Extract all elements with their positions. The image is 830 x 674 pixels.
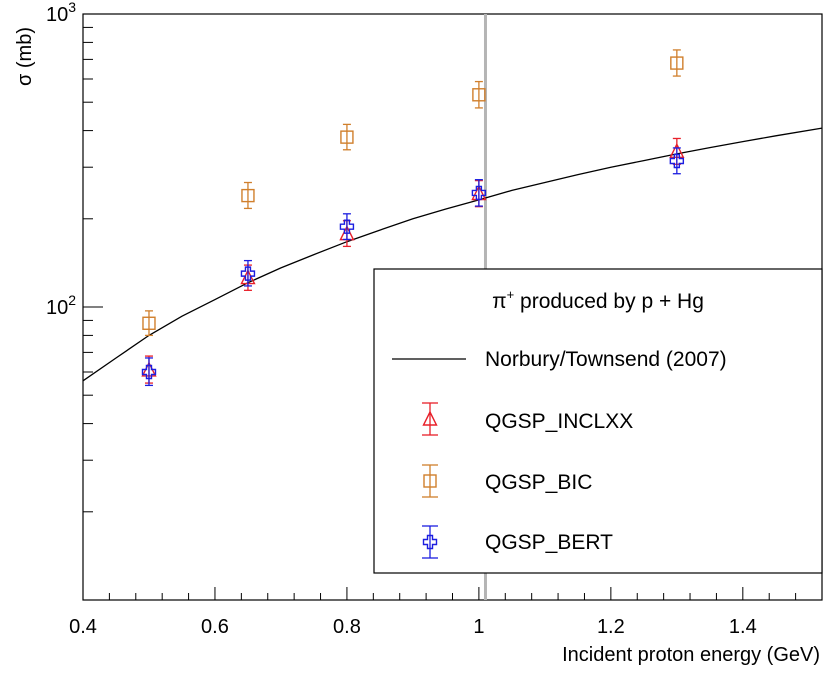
legend-title-rest: produced by p + Hg: [514, 290, 704, 313]
series-qgsp-bert: [141, 147, 685, 387]
legend: π+ produced by p + Hg Norbury/Townsend (…: [373, 268, 823, 574]
data-point-cross: [471, 185, 487, 201]
data-point-cross: [669, 153, 685, 169]
data-point-square: [670, 56, 684, 70]
legend-label-curve: Norbury/Townsend (2007): [485, 348, 727, 371]
data-point-square: [472, 88, 486, 102]
series-qgsp-bic: [142, 49, 684, 337]
legend-label-bic: QGSP_BIC: [485, 471, 592, 494]
axis-layer: 0.4 0.6 0.8 1 1.2 1.4 102 103: [46, 0, 823, 638]
data-point-cross: [141, 364, 157, 380]
data-point-cross: [240, 266, 256, 281]
legend-square-marker: [423, 474, 437, 488]
x-tick-label: 0.4: [69, 616, 97, 638]
legend-triangle-marker-icon: [422, 402, 438, 436]
legend-label-inclxx: QGSP_INCLXX: [485, 410, 633, 433]
legend-cross-marker-icon: [422, 525, 438, 559]
legend-label-bert: QGSP_BERT: [485, 531, 613, 554]
data-point-cross: [339, 219, 355, 234]
legend-square-marker-icon: [422, 464, 438, 498]
legend-title: π+ produced by p + Hg: [492, 287, 704, 313]
legend-cross-marker: [422, 534, 438, 550]
legend-box: [373, 268, 823, 574]
y-tick-label: 103: [46, 0, 76, 26]
x-tick-label: 1: [473, 616, 484, 638]
data-point-square: [241, 188, 255, 203]
y-tick-label: 102: [46, 292, 76, 319]
norbury-townsend-curve: [82, 127, 823, 382]
x-axis-title: Incident proton energy (GeV): [562, 644, 820, 666]
x-tick-label: 1.2: [597, 616, 625, 638]
x-tick-label: 1.4: [729, 616, 757, 638]
y-axis-title: σ (mb): [14, 27, 36, 86]
series-layer: [141, 49, 685, 387]
curve-layer: [82, 127, 823, 382]
data-point-square: [340, 130, 354, 144]
x-tick-label: 0.6: [201, 616, 229, 638]
legend-triangle-marker: [422, 410, 438, 426]
legend-title-superscript: +: [507, 287, 515, 302]
x-tick-label: 0.8: [333, 616, 361, 638]
legend-title-symbol: π: [492, 290, 507, 313]
data-point-square: [142, 316, 156, 330]
